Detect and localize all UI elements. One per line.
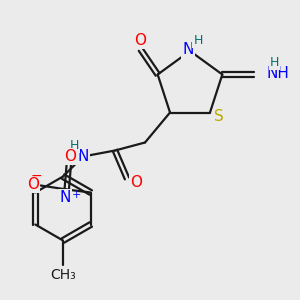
Text: O: O	[64, 149, 76, 164]
Text: −: −	[31, 169, 43, 182]
Text: H: H	[193, 34, 203, 46]
Text: O: O	[130, 175, 142, 190]
Text: +: +	[72, 190, 81, 200]
Text: O: O	[134, 33, 146, 48]
Text: NH: NH	[266, 66, 289, 81]
Text: CH₃: CH₃	[50, 268, 76, 281]
Text: N: N	[182, 43, 194, 58]
Text: N: N	[59, 190, 70, 205]
Text: H: H	[69, 139, 79, 152]
Text: H: H	[270, 56, 279, 69]
Text: N: N	[77, 149, 89, 164]
Text: O: O	[27, 177, 39, 192]
Text: S: S	[214, 109, 224, 124]
